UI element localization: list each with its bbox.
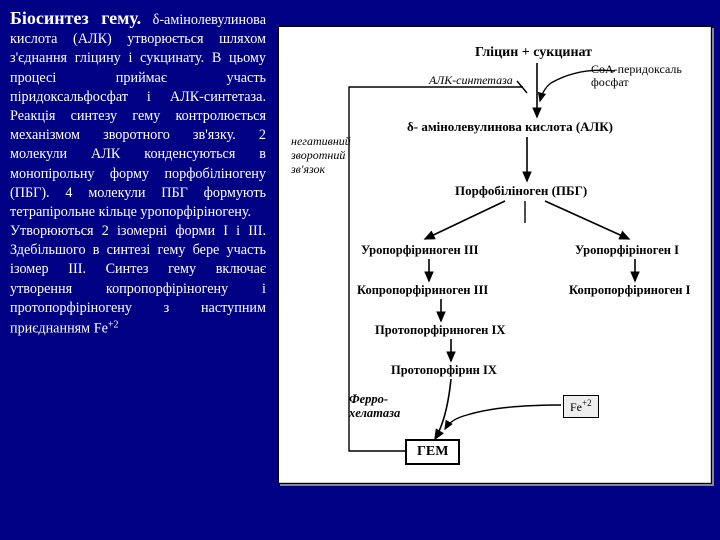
node-pbg: Порфобіліноген (ПБГ) [455,183,587,199]
node-uro1: Уропорфіріноген І [575,243,679,258]
node-kop3: Копропорфіриноген ІІІ [357,283,488,298]
node-proto: Протопорфірин ІХ [391,363,497,378]
node-protogen: Протопорфіриноген ІХ [375,323,505,338]
node-fe2: Fe+2 [563,395,599,418]
paragraph-2a: Утворюються 2 ізомерні форми І і ІІІ. Зд… [10,223,266,337]
paragraph-1: δ-амінолевулинова кислота (АЛК) утворюєт… [10,12,266,220]
fe-superscript: +2 [108,321,119,337]
node-negative-feedback: негативнийзворотнийзв'язок [291,135,351,176]
node-uro3: Уропорфіриноген ІІІ [361,243,478,258]
node-ferrochelatase: Ферро-хелатаза [349,393,400,421]
diagram-column: Гліцин + сукцинат АЛК-синтетаза СоА-пери… [274,0,720,540]
node-hem: ГЕМ [405,439,460,465]
page: Біосинтез гему. δ-амінолевулинова кислот… [0,0,720,540]
description-column: Біосинтез гему. δ-амінолевулинова кислот… [0,0,274,540]
node-alk: δ- амінолевулинова кислота (АЛК) [407,119,613,135]
node-coa: СоА-перидоксальфосфат [591,63,682,89]
node-kop1: Копропорфіриноген І [569,283,690,298]
diagram-panel: Гліцин + сукцинат АЛК-синтетаза СоА-пери… [278,26,712,484]
node-alk-synthetase: АЛК-синтетаза [429,73,513,88]
node-glycine-succinate: Гліцин + сукцинат [475,45,592,61]
title: Біосинтез гему. [10,8,141,28]
